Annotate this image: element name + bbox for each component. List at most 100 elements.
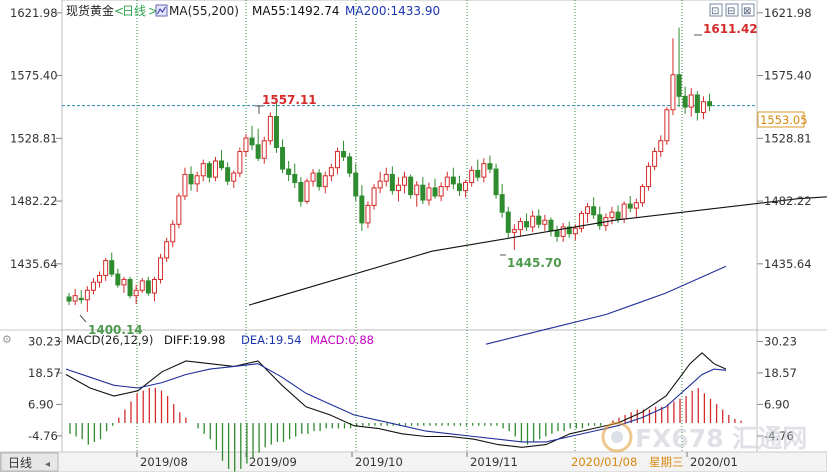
macd-label-right: 6.90: [764, 397, 790, 411]
candle-body: [84, 289, 90, 301]
candle-body: [463, 182, 469, 192]
diff-value: DIFF:19.98: [164, 333, 225, 347]
candle-body: [572, 227, 578, 235]
high-jan-annotation: 1611.42: [694, 22, 758, 36]
candle-body: [353, 172, 359, 197]
macd-settings-icon[interactable]: ⚙: [2, 333, 12, 346]
price-label-left: 1435.64: [10, 257, 58, 271]
candle-body: [133, 289, 139, 297]
candle-body: [670, 74, 676, 111]
dea-value: DEA:19.54: [241, 333, 302, 347]
time-label: 2019/10: [355, 455, 403, 469]
candle-body: [408, 176, 414, 196]
cursor-date: 2020/01/08: [571, 455, 637, 469]
indicator-icon-glyph: [157, 6, 166, 15]
candle-body: [261, 140, 267, 159]
candle-body: [371, 187, 377, 206]
candle-body: [542, 219, 548, 225]
watermark-text: FX678 汇通网: [635, 424, 807, 453]
candle-body: [298, 182, 304, 202]
period-tab[interactable]: [0, 452, 59, 472]
candle-body: [72, 295, 78, 302]
diff-line: [65, 352, 727, 448]
candle-body: [66, 296, 72, 302]
candle-body: [517, 221, 523, 231]
candle-body: [151, 279, 157, 294]
candle-body: [505, 211, 511, 233]
candle-body: [206, 163, 212, 178]
candle-body: [560, 226, 566, 237]
candle-body: [292, 173, 298, 184]
candle-body: [176, 195, 182, 225]
candle-body: [487, 163, 493, 170]
restore-icon: ⊡: [711, 6, 719, 17]
candle-body: [402, 176, 408, 186]
candle-body: [359, 195, 365, 224]
window-minimize-button[interactable]: [725, 3, 739, 17]
candle-body: [456, 183, 462, 192]
high-aug-label: 1557.11: [262, 93, 317, 107]
period-open-bracket: <: [114, 4, 124, 18]
cursor-weekday: 星期三: [649, 455, 684, 469]
ma55-line: [248, 196, 827, 306]
candle-body: [249, 137, 255, 146]
macd-histogram: [69, 387, 742, 472]
macd-label: MACD(26,12,9): [66, 333, 153, 347]
low-jul-tick: [79, 314, 87, 323]
price-panel: [61, 0, 758, 331]
candle-body: [170, 223, 176, 243]
current-price-box: [757, 111, 805, 128]
candle-body: [444, 176, 450, 188]
candle-body: [639, 186, 645, 204]
price-label-left: 1621.98: [10, 6, 58, 20]
macd-label-right: 30.23: [764, 334, 797, 348]
candle-body: [688, 94, 694, 108]
candle-body: [182, 173, 188, 197]
indicator-label: MA(55,200): [169, 4, 239, 18]
candle-body: [414, 184, 420, 196]
candle-body: [304, 180, 310, 202]
candle-body: [627, 203, 633, 209]
candle-body: [566, 226, 572, 235]
candle-body: [694, 94, 700, 113]
period-label[interactable]: 日线: [122, 4, 146, 18]
macd-panel: [61, 329, 758, 453]
low-nov-annotation: 1445.70: [500, 254, 562, 270]
candle-body: [420, 184, 426, 201]
period-tab-label: 日线: [8, 456, 32, 470]
macd-label-right: 18.57: [764, 366, 797, 380]
candle-body: [591, 206, 597, 216]
candle-body: [237, 151, 243, 174]
macd-label-left: 18.57: [28, 366, 61, 380]
low-jul-annotation: 1400.14: [79, 314, 143, 337]
close-icon: ⊠: [743, 6, 751, 17]
price-label-right: 1528.81: [764, 131, 812, 145]
current-price-label: 1553.05: [760, 113, 808, 127]
window-close-button[interactable]: [741, 3, 755, 17]
low-nov-label: 1445.70: [507, 256, 562, 270]
candle-body: [548, 219, 554, 232]
candle-body: [127, 279, 133, 297]
window-restore-button[interactable]: [709, 3, 723, 17]
watermark-logo-core: [611, 431, 623, 443]
period-close-bracket: >: [148, 4, 158, 18]
candle-body: [682, 95, 688, 108]
candle-body: [347, 156, 353, 174]
candle-body: [700, 101, 706, 113]
macd-value: MACD:0.88: [310, 333, 374, 347]
candle-body: [200, 163, 206, 177]
candle-body: [658, 140, 664, 153]
candle-body: [90, 281, 96, 291]
candle-body: [395, 184, 401, 192]
candle-body: [469, 169, 475, 184]
minimize-icon: ⊟: [727, 6, 735, 17]
high-aug-annotation: 1557.11: [255, 93, 317, 114]
candle-body: [707, 101, 713, 107]
candle-body: [511, 229, 517, 233]
candle-body: [377, 180, 383, 189]
candle-body: [585, 206, 591, 214]
candle-body: [97, 274, 103, 283]
candle-body: [286, 168, 292, 175]
macd-label-right: -4.76: [764, 429, 794, 443]
price-label-right: 1435.64: [764, 257, 812, 271]
